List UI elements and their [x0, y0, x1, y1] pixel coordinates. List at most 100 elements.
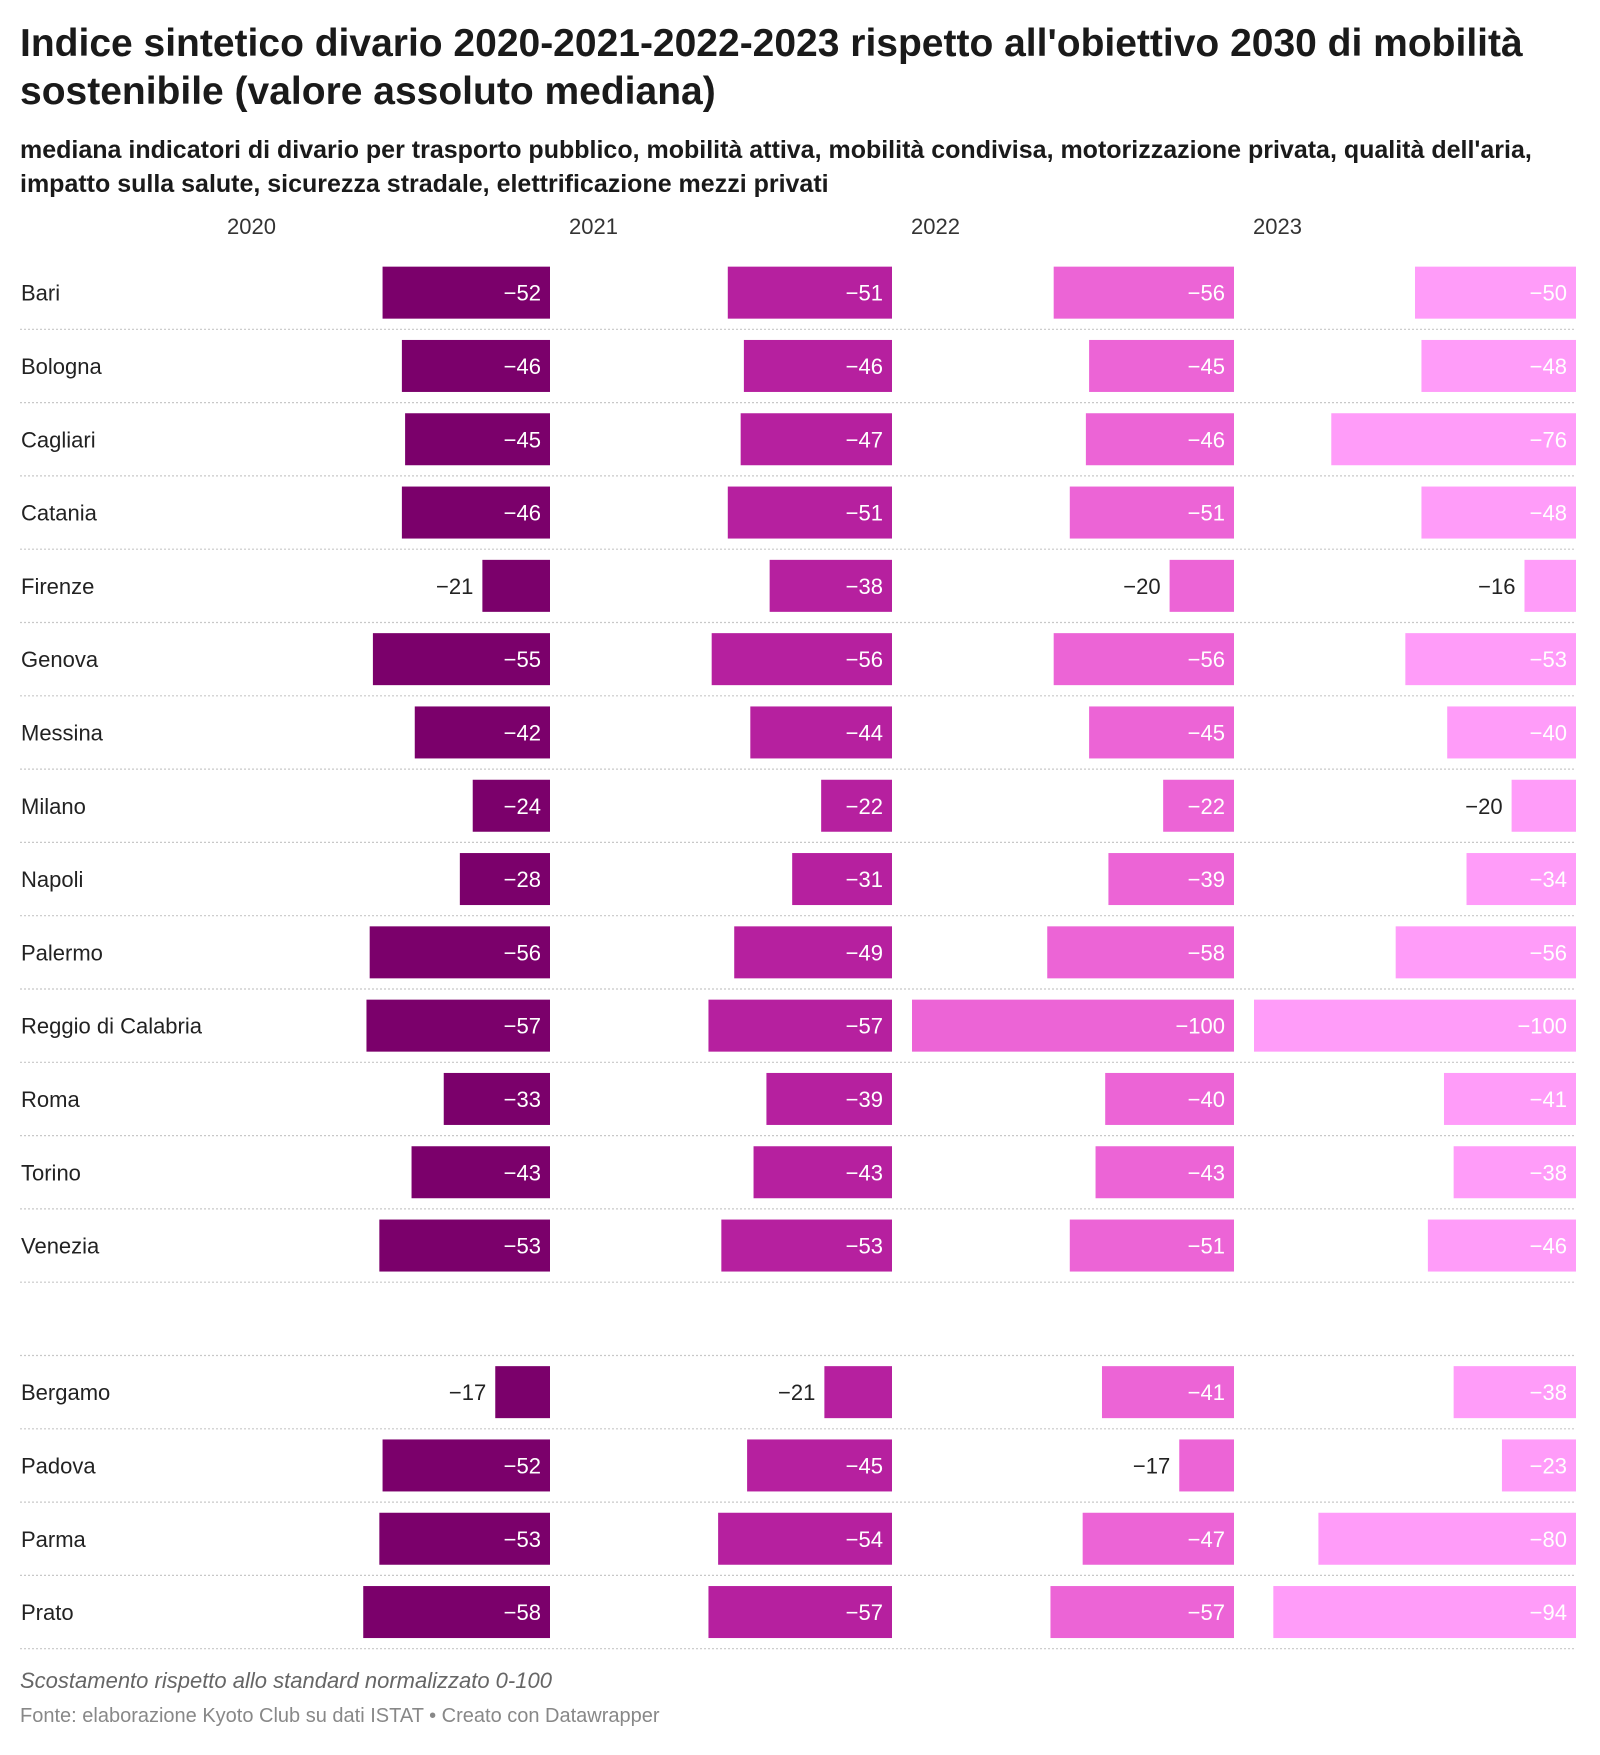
bar-milano-2020 [472, 779, 550, 832]
bar-napoli-2020 [459, 853, 550, 906]
bar-napoli-2021 [792, 853, 892, 906]
value-label-parma-2020: −53 [504, 1527, 541, 1552]
row-label-bergamo: Bergamo [21, 1380, 110, 1405]
value-label-torino-2022: −43 [1188, 1160, 1225, 1185]
row-label-venezia: Venezia [21, 1234, 100, 1259]
row-label-roma: Roma [21, 1087, 80, 1112]
row-label-prato: Prato [21, 1600, 74, 1625]
bar-torino-2021 [753, 1146, 892, 1199]
value-label-palermo-2021: −49 [846, 940, 883, 965]
bar-bologna-2022 [1089, 339, 1234, 392]
value-label-napoli-2022: −39 [1188, 867, 1225, 892]
bar-bari-2020 [382, 266, 550, 319]
value-label-bergamo-2022: −41 [1188, 1380, 1225, 1405]
value-label-palermo-2023: −56 [1530, 940, 1567, 965]
value-label-palermo-2020: −56 [504, 940, 541, 965]
bar-catania-2022 [1069, 486, 1234, 539]
bar-venezia-2020 [379, 1219, 550, 1272]
bar-venezia-2023 [1427, 1219, 1576, 1272]
value-label-venezia-2023: −46 [1530, 1234, 1567, 1259]
bar-roma-2020 [443, 1072, 550, 1125]
value-label-messina-2021: −44 [846, 720, 883, 745]
row-label-messina: Messina [21, 720, 104, 745]
value-label-roma-2022: −40 [1188, 1087, 1225, 1112]
value-label-bergamo-2020: −17 [449, 1380, 486, 1405]
value-label-prato-2021: −57 [846, 1600, 883, 1625]
value-label-bergamo-2023: −38 [1530, 1380, 1567, 1405]
value-label-parma-2022: −47 [1188, 1527, 1225, 1552]
value-label-palermo-2022: −58 [1188, 940, 1225, 965]
bar-genova-2021 [711, 633, 892, 686]
bar-cagliari-2020 [405, 413, 550, 466]
value-label-catania-2020: −46 [504, 501, 541, 526]
value-label-milano-2023: −20 [1465, 794, 1502, 819]
bar-milano-2022 [1163, 779, 1234, 832]
bar-catania-2021 [727, 486, 892, 539]
value-label-messina-2020: −42 [504, 720, 541, 745]
value-label-cagliari-2023: −76 [1530, 427, 1567, 452]
bar-roma-2021 [766, 1072, 892, 1125]
value-label-genova-2023: −53 [1530, 647, 1567, 672]
value-label-cagliari-2022: −46 [1188, 427, 1225, 452]
row-label-milano: Milano [21, 794, 86, 819]
row-label-napoli: Napoli [21, 867, 83, 892]
value-label-firenze-2022: −20 [1123, 574, 1160, 599]
value-label-firenze-2021: −38 [846, 574, 883, 599]
bar-venezia-2021 [721, 1219, 892, 1272]
chart-notes: Scostamento rispetto allo standard norma… [20, 1668, 552, 1693]
value-label-roma-2021: −39 [846, 1087, 883, 1112]
value-label-padova-2020: −52 [504, 1453, 541, 1478]
bar-firenze-2023 [1524, 559, 1576, 612]
bar-roma-2023 [1443, 1072, 1576, 1125]
bar-prato-2020 [363, 1586, 550, 1639]
bar-bergamo-2020 [495, 1366, 550, 1419]
value-label-genova-2020: −55 [504, 647, 541, 672]
value-label-reggio-di-calabria-2020: −57 [504, 1014, 541, 1039]
value-label-padova-2021: −45 [846, 1453, 883, 1478]
value-label-milano-2021: −22 [846, 794, 883, 819]
bar-prato-2023 [1273, 1586, 1576, 1639]
value-label-torino-2020: −43 [504, 1160, 541, 1185]
bar-venezia-2022 [1069, 1219, 1234, 1272]
value-label-torino-2023: −38 [1530, 1160, 1567, 1185]
bar-milano-2021 [821, 779, 892, 832]
column-header-2020: 2020 [227, 214, 276, 239]
row-label-catania: Catania [21, 501, 98, 526]
value-label-napoli-2023: −34 [1530, 867, 1567, 892]
value-label-venezia-2021: −53 [846, 1234, 883, 1259]
value-label-prato-2023: −94 [1530, 1600, 1567, 1625]
bar-bari-2022 [1053, 266, 1234, 319]
value-label-catania-2023: −48 [1530, 501, 1567, 526]
value-label-bari-2022: −56 [1188, 281, 1225, 306]
bar-torino-2023 [1453, 1146, 1576, 1199]
value-label-cagliari-2021: −47 [846, 427, 883, 452]
bar-torino-2022 [1095, 1146, 1234, 1199]
value-label-milano-2022: −22 [1188, 794, 1225, 819]
bar-catania-2023 [1421, 486, 1576, 539]
value-label-bergamo-2021: −21 [778, 1380, 815, 1405]
row-label-genova: Genova [21, 647, 99, 672]
bar-reggio-di-calabria-2023 [1254, 999, 1576, 1052]
column-header-2023: 2023 [1253, 214, 1302, 239]
bar-chart: 2020 2021 2022 2023 Bari −52 −51 −56 −50 Bologna −… [20, 214, 1576, 1650]
bar-napoli-2022 [1108, 853, 1234, 906]
value-label-messina-2023: −40 [1530, 720, 1567, 745]
bar-milano-2023 [1511, 779, 1576, 832]
bar-padova-2021 [747, 1439, 892, 1492]
value-label-napoli-2020: −28 [504, 867, 541, 892]
value-label-parma-2021: −54 [846, 1527, 883, 1552]
value-label-prato-2022: −57 [1188, 1600, 1225, 1625]
bar-padova-2020 [382, 1439, 550, 1492]
bar-padova-2023 [1501, 1439, 1576, 1492]
value-label-napoli-2021: −31 [846, 867, 883, 892]
bar-catania-2020 [401, 486, 550, 539]
bar-messina-2021 [750, 706, 892, 759]
bar-palermo-2022 [1047, 926, 1234, 979]
bar-parma-2022 [1082, 1512, 1234, 1565]
bar-reggio-di-calabria-2020 [366, 999, 550, 1052]
bar-bari-2023 [1415, 266, 1576, 319]
value-label-bologna-2020: −46 [504, 354, 541, 379]
row-label-cagliari: Cagliari [21, 427, 96, 452]
value-label-venezia-2020: −53 [504, 1234, 541, 1259]
bar-palermo-2021 [734, 926, 892, 979]
